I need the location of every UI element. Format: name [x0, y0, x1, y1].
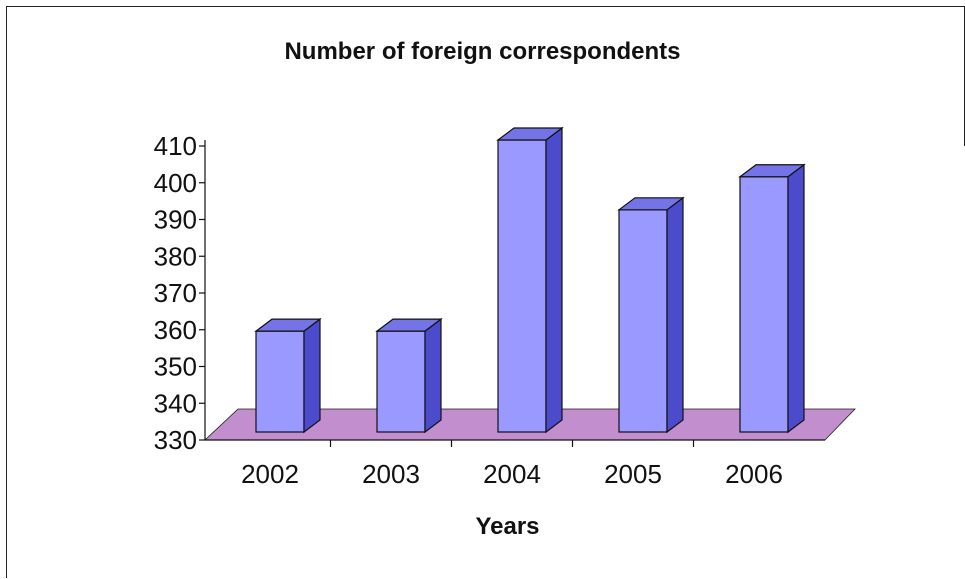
- bar-side: [545, 126, 563, 434]
- bar-top: [375, 318, 443, 332]
- x-tick-label: 2003: [362, 459, 420, 489]
- y-tick-label: 400: [154, 168, 197, 198]
- y-tick-label: 330: [154, 425, 197, 455]
- y-tick-label: 350: [154, 352, 197, 382]
- y-tick-label: 390: [154, 205, 197, 235]
- y-tick-label: 370: [154, 278, 197, 308]
- y-tick-label: 410: [154, 131, 197, 161]
- bar-side: [787, 163, 805, 434]
- bar-side: [666, 196, 684, 434]
- x-tick-label: 2005: [604, 459, 662, 489]
- x-tick-label: 2006: [725, 459, 783, 489]
- x-tick-label: 2002: [241, 459, 299, 489]
- bar-side: [303, 317, 321, 434]
- y-tick-label: 360: [154, 315, 197, 345]
- bar-top: [254, 318, 322, 332]
- y-tick-label: 340: [154, 388, 197, 418]
- chart-title: Number of foreign correspondents: [284, 38, 681, 65]
- bar: [618, 209, 668, 433]
- chart-frame: [6, 6, 964, 578]
- bar-top: [738, 164, 806, 178]
- bar: [255, 330, 305, 433]
- bar: [739, 176, 789, 433]
- bar: [497, 139, 547, 433]
- bar-top: [496, 127, 564, 141]
- bar: [376, 330, 426, 433]
- y-tick-label: 380: [154, 241, 197, 271]
- bar-top: [617, 197, 685, 211]
- x-tick-label: 2004: [483, 459, 541, 489]
- bar-side: [424, 317, 442, 434]
- x-axis-title: Years: [475, 513, 540, 540]
